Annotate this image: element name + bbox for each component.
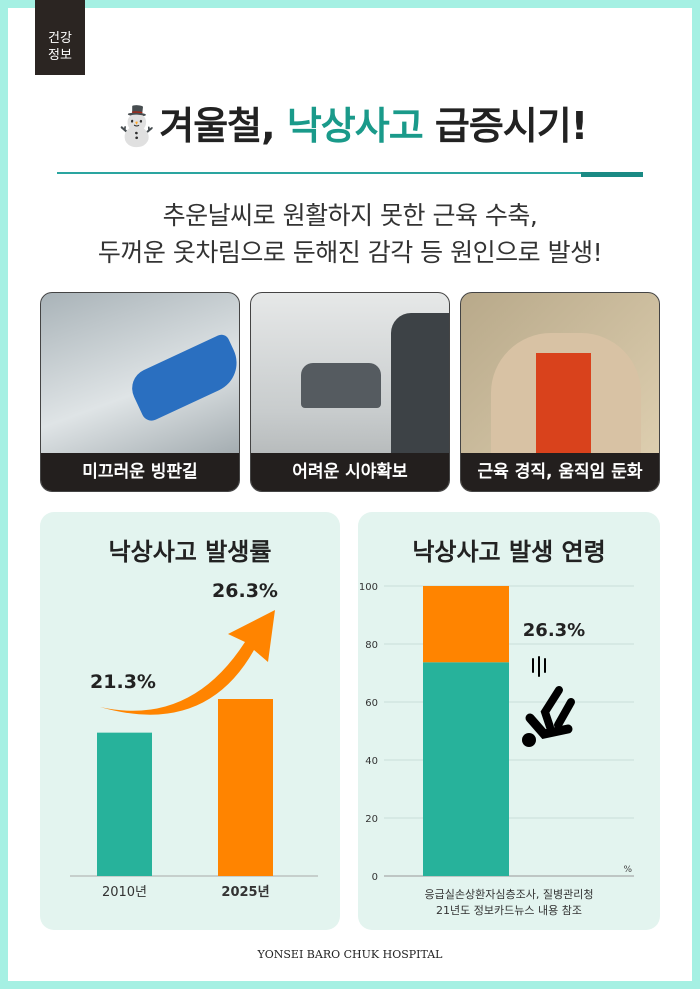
y-tick-label: 0: [372, 872, 378, 883]
bar-2025년: [218, 699, 273, 876]
y-tick-label: 100: [359, 582, 378, 593]
title-part: 겨울철,: [159, 104, 287, 148]
shoe-image: [125, 332, 239, 424]
stacked-bar-segment: [423, 662, 509, 876]
y-tick-label: 20: [365, 814, 378, 825]
rising-arrow-icon: [100, 610, 275, 715]
title-highlight: 낙상사고: [286, 104, 424, 148]
data-label: 26.3%: [523, 620, 585, 641]
card-label: 미끄러운 빙판길: [41, 453, 239, 491]
y-tick-label: 60: [365, 698, 378, 709]
bar-2010년: [97, 732, 152, 876]
x-tick-label: 2025년: [221, 885, 269, 900]
age-chart: 0 20 40 60 80 100 26.3%%: [359, 582, 634, 883]
stacked-bar-segment: [423, 586, 509, 663]
source-note: 응급실손상환자심층조사, 질병관리청: [424, 888, 594, 901]
data-label: 21.3%: [90, 671, 156, 693]
falling-person-icon: [525, 656, 575, 739]
chart-title: 낙상사고 발생 연령: [412, 538, 606, 566]
card-label: 어려운 시야확보: [251, 453, 449, 491]
title-part: 급증시기!: [422, 104, 588, 148]
unit-label: %: [623, 865, 632, 875]
divider: [57, 172, 643, 174]
badge-line: 건강: [48, 31, 72, 46]
badge-line: 정보: [48, 48, 72, 63]
chart-panel-rate: 낙상사고 발생률 2010년 2025년 21.3% 26.3%: [40, 512, 340, 930]
photo-card-visibility: 어려운 시야확보: [250, 292, 450, 492]
divider-accent: [581, 172, 643, 177]
scarf-image: [536, 353, 591, 463]
photo-card-icy-road: 미끄러운 빙판길: [40, 292, 240, 492]
rate-chart: 2010년 2025년 21.3% 26.3%: [70, 580, 318, 900]
snowman-icon: ⛄: [112, 104, 160, 148]
car-image: [391, 313, 449, 453]
data-label: 26.3%: [212, 580, 278, 602]
falling-person-head: [522, 733, 536, 747]
y-tick-label: 40: [365, 756, 378, 767]
subtitle-line: 두꺼운 옷차림으로 둔해진 감각 등 원인으로 발생!: [97, 238, 603, 267]
y-tick-label: 80: [365, 640, 378, 651]
source-note: 21년도 정보카드뉴스 내용 참조: [436, 904, 582, 917]
page-title: ⛄겨울철, 낙상사고 급증시기!: [0, 95, 700, 150]
subtitle-line: 추운날씨로 원활하지 못한 근육 수축,: [162, 201, 538, 230]
card-label: 근육 경직, 움직임 둔화: [461, 453, 659, 491]
chart-title: 낙상사고 발생률: [108, 538, 272, 566]
chart-panel-age: 낙상사고 발생 연령 0 20 40 60 80 100 26.3%% 응급실손상환자심층조…: [358, 512, 660, 930]
hospital-name: YONSEI BARO CHUK HOSPITAL: [257, 948, 443, 961]
x-tick-label: 2010년: [102, 885, 147, 900]
photo-card-stiffness: 근육 경직, 움직임 둔화: [460, 292, 660, 492]
car-image: [301, 363, 381, 408]
